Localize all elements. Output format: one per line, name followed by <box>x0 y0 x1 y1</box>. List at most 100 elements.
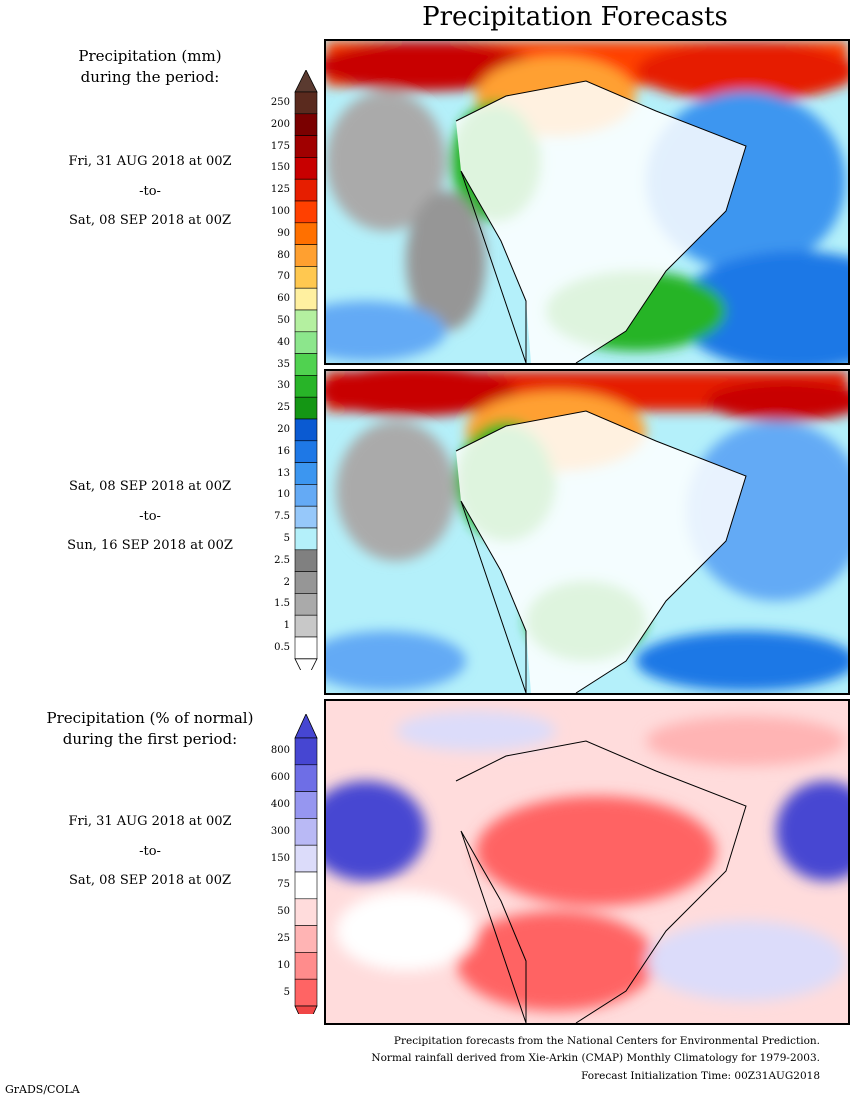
mm-tick-label: 100 <box>270 205 290 217</box>
pct-heading-line2: during the first period: <box>62 730 238 748</box>
period2-to: -to- <box>139 509 161 524</box>
pct-swatch <box>294 764 318 792</box>
mm-tick-label: 50 <box>277 314 290 326</box>
credit: GrADS/COLA <box>5 1083 80 1096</box>
mm-swatch <box>294 287 318 311</box>
pct-swatch <box>294 737 318 766</box>
map-period2 <box>324 369 850 695</box>
map-percent-normal <box>324 699 850 1025</box>
pct-heading-line1: Precipitation (% of normal) <box>46 709 254 727</box>
note-normal: Normal rainfall derived from Xie-Arkin (… <box>371 1052 820 1064</box>
mm-swatch <box>294 266 318 289</box>
mm-swatch <box>294 462 318 485</box>
note-init-time: Forecast Initialization Time: 00Z31AUG20… <box>581 1070 820 1082</box>
pct-swatch <box>294 925 318 953</box>
pct-swatch <box>294 871 318 900</box>
period1-from: Fri, 31 AUG 2018 at 00Z <box>68 154 232 169</box>
mm-swatch <box>294 331 318 354</box>
mm-tick-label: 35 <box>277 358 290 370</box>
period1-to: -to- <box>139 184 161 199</box>
mm-swatch <box>294 244 318 267</box>
mm-tick-label: 2.5 <box>274 554 290 566</box>
mm-tick-label: 70 <box>277 271 290 283</box>
pct-tick-label: 300 <box>270 825 290 837</box>
period1-until: Sat, 08 SEP 2018 at 00Z <box>69 213 231 228</box>
mm-swatch <box>294 527 318 551</box>
mm-tick-label: 25 <box>277 402 290 414</box>
mm-swatch <box>294 636 318 660</box>
pct-tick-label: 600 <box>270 772 290 784</box>
mm-tick-label: 80 <box>277 249 290 261</box>
page-title: Precipitation Forecasts <box>422 2 728 32</box>
map-period1 <box>324 39 850 365</box>
pct-tick-label: 50 <box>277 906 290 918</box>
pct-heading: Precipitation (% of normal) during the f… <box>28 708 272 750</box>
period2-from: Sat, 08 SEP 2018 at 00Z <box>69 479 231 494</box>
mm-tick-label: 10 <box>277 489 290 501</box>
mm-tick-label: 7.5 <box>274 511 290 523</box>
mm-tick-label: 0.5 <box>274 641 290 653</box>
mm-swatch <box>294 91 318 115</box>
mm-tick-label: 13 <box>277 467 290 479</box>
mm-swatch <box>294 178 318 202</box>
mm-swatch <box>294 418 318 442</box>
pct-swatch <box>294 898 318 926</box>
mm-swatch <box>294 135 318 158</box>
mm-tick-label: 125 <box>270 184 290 196</box>
mm-swatch <box>294 505 318 529</box>
mm-swatch <box>294 484 318 507</box>
mm-tick-label: 1 <box>283 620 290 632</box>
pct-swatch <box>294 818 318 846</box>
mm-tick-label: 60 <box>277 293 290 305</box>
mm-swatch <box>294 353 318 376</box>
pct-swatch <box>294 978 318 1007</box>
mm-tick-label: 20 <box>277 423 290 435</box>
mm-swatch <box>294 549 318 572</box>
pct-tick-label: 10 <box>277 959 290 971</box>
period2-until: Sun, 16 SEP 2018 at 00Z <box>67 538 233 553</box>
mm-tick-label: 1.5 <box>274 598 290 610</box>
pct-tick-label: 5 <box>283 986 290 998</box>
mm-swatch <box>294 593 318 616</box>
mm-heading: Precipitation (mm) during the period: <box>30 46 270 88</box>
mm-tick-label: 40 <box>277 336 290 348</box>
mm-swatch <box>294 200 318 224</box>
pct-top-arrow <box>294 714 318 739</box>
mm-swatch <box>294 396 318 420</box>
mm-tick-label: 175 <box>270 140 290 152</box>
note-source: Precipitation forecasts from the Nationa… <box>393 1035 820 1047</box>
pct-tick-label: 150 <box>270 852 290 864</box>
mm-swatch <box>294 375 318 398</box>
pct-tick-label: 25 <box>277 933 290 944</box>
mm-swatch <box>294 440 318 463</box>
mm-heading-line1: Precipitation (mm) <box>78 47 222 65</box>
mm-heading-line2: during the period: <box>80 68 220 86</box>
mm-top-arrow <box>294 70 318 93</box>
mm-tick-label: 200 <box>270 118 290 130</box>
mm-swatch <box>294 614 318 638</box>
mm-tick-label: 250 <box>270 96 290 108</box>
pct-tick-label: 800 <box>270 745 290 757</box>
pct-colorbar <box>294 714 318 1014</box>
mm-tick-label: 5 <box>283 532 290 544</box>
mm-bottom-arrow <box>294 658 318 670</box>
mm-tick-label: 150 <box>270 162 290 174</box>
mm-tick-label: 2 <box>283 576 290 588</box>
period3-until: Sat, 08 SEP 2018 at 00Z <box>69 873 231 888</box>
pct-swatch <box>294 952 318 980</box>
mm-tick-label: 16 <box>277 445 290 457</box>
mm-swatch <box>294 571 318 594</box>
pct-swatch <box>294 844 318 873</box>
mm-tick-label: 30 <box>277 380 290 392</box>
pct-swatch <box>294 791 318 819</box>
period3-to: -to- <box>139 844 161 859</box>
mm-swatch <box>294 113 318 136</box>
mm-tick-label: 90 <box>277 227 290 239</box>
pct-bottom-arrow <box>294 1005 318 1014</box>
pct-tick-label: 400 <box>270 799 290 810</box>
mm-swatch <box>294 157 318 180</box>
mm-swatch <box>294 222 318 245</box>
mm-swatch <box>294 309 318 333</box>
pct-tick-label: 75 <box>277 879 290 891</box>
mm-colorbar <box>294 70 318 670</box>
